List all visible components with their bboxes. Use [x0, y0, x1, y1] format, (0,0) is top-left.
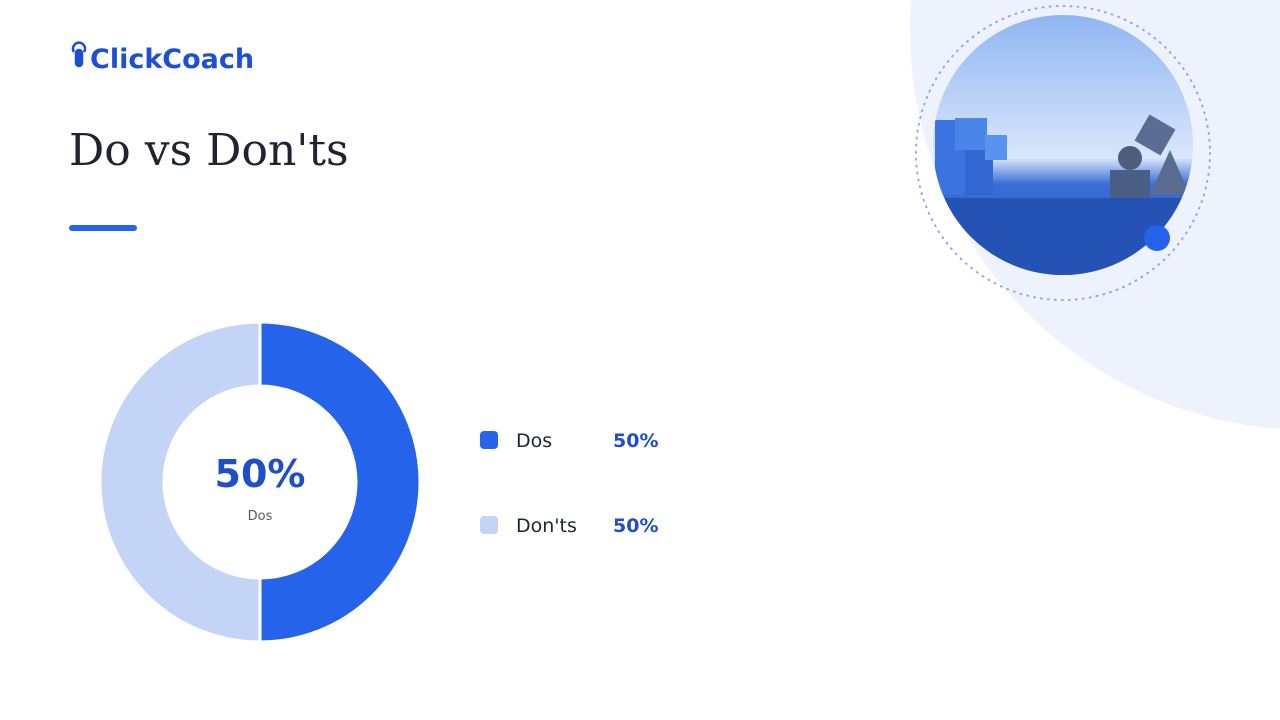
legend-label: Dos [516, 430, 552, 452]
center-label: Dos [248, 509, 273, 524]
center-value: 50% [215, 452, 306, 496]
accent-dot [1144, 225, 1170, 251]
title-underline [69, 225, 137, 231]
legend-value: 50% [613, 430, 658, 452]
slide-title: Do vs Don'ts [69, 125, 349, 176]
dotted-ring [915, 5, 1211, 301]
legend-value: 50% [613, 515, 658, 537]
logo-icon [71, 41, 87, 68]
legend-swatch [480, 431, 498, 449]
legend-swatch [480, 516, 498, 534]
donut-segment [98, 320, 262, 644]
legend-label: Don'ts [516, 515, 577, 537]
logo: ClickCoach [90, 44, 254, 75]
donut-segment [258, 320, 422, 644]
